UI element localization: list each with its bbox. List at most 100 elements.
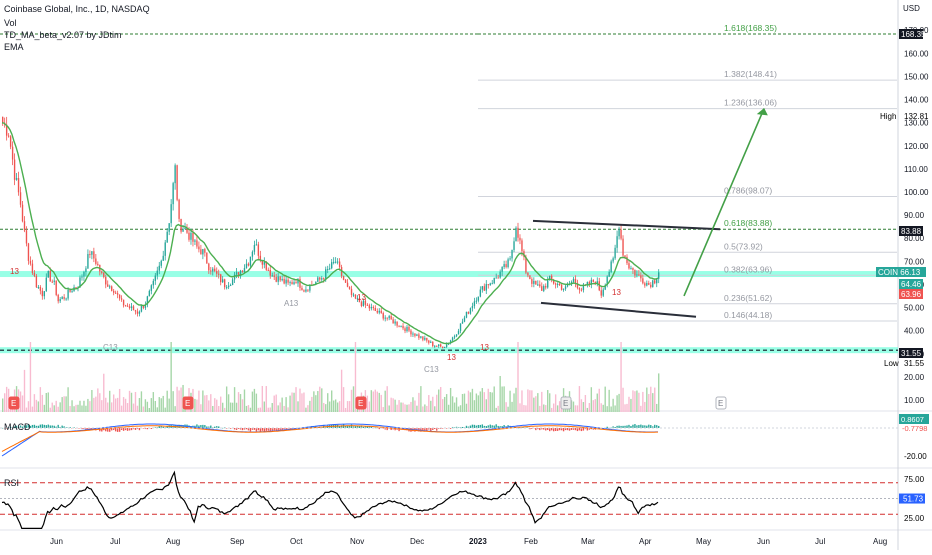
high-label: High [880, 112, 896, 121]
macd-histogram-bar [235, 428, 238, 430]
volume-bar [122, 397, 125, 412]
volume-bar [93, 397, 95, 412]
price-badge-label: 168.35 [901, 30, 926, 39]
macd-histogram-bar [144, 428, 147, 430]
candle [202, 249, 204, 255]
candle [372, 306, 375, 308]
candle [572, 278, 575, 282]
high-value: 132.81 [904, 112, 929, 121]
volume-bar [596, 393, 598, 412]
macd-legend[interactable]: MACD [4, 422, 31, 432]
macd-histogram-bar [45, 425, 47, 428]
candle [273, 275, 275, 278]
candle [218, 273, 220, 275]
candle [402, 325, 404, 329]
candle [600, 290, 602, 296]
volume-bar [317, 391, 319, 412]
channel-upper-line [532, 219, 721, 231]
macd-histogram-bar [366, 426, 369, 428]
volume-bar [372, 391, 375, 412]
macd-histogram-bar [124, 428, 127, 431]
macd-histogram-bar [279, 428, 281, 431]
candle [461, 321, 464, 324]
volume-bar [214, 398, 216, 412]
candle [35, 275, 38, 288]
y-tick-label: 120.00 [904, 142, 929, 151]
macd-histogram-bar [457, 427, 460, 428]
candle [305, 289, 307, 292]
candle [93, 251, 95, 259]
ema-legend[interactable]: EMA [4, 42, 24, 52]
candle [394, 321, 396, 324]
macd-histogram-bar [245, 428, 248, 430]
candle [489, 283, 491, 286]
macd-histogram-bar [111, 428, 113, 431]
macd-histogram-bar [87, 428, 89, 431]
candle [79, 277, 81, 288]
volume-bar [495, 407, 497, 412]
candle [465, 311, 468, 318]
candle [198, 246, 200, 250]
macd-histogram-bar [283, 428, 285, 430]
candle [608, 271, 610, 277]
candle [535, 280, 537, 285]
macd-histogram-bar [634, 424, 636, 428]
volume-bar [257, 407, 260, 412]
volume-bar [531, 390, 533, 412]
indicator-legend[interactable]: TD_MA_beta_v2.07 by JDtim [4, 30, 122, 40]
rsi-legend[interactable]: RSI [4, 478, 20, 488]
candle [120, 298, 123, 300]
macd-histogram-bar [497, 425, 499, 428]
candle [416, 334, 418, 336]
candle [168, 223, 170, 232]
macd-histogram-bar [648, 424, 650, 428]
volume-bar [249, 407, 252, 412]
candle [160, 260, 162, 266]
candle [204, 249, 206, 253]
volume-bar [590, 387, 593, 412]
volume-bar [378, 392, 380, 412]
x-tick-label: 2023 [469, 537, 487, 546]
candle [136, 311, 139, 314]
volume-bar [608, 389, 610, 412]
volume-bar [509, 390, 511, 412]
volume-bar [501, 386, 503, 412]
macd-histogram-bar [390, 428, 392, 431]
macd-histogram-bar [432, 428, 434, 431]
earnings-marker [355, 396, 367, 410]
macd-histogram-bar [237, 428, 240, 429]
macd-histogram-bar [206, 426, 208, 428]
macd-histogram-bar [453, 427, 456, 429]
candle [327, 269, 329, 271]
macd-histogram-bar [465, 425, 468, 428]
volume-bar [114, 398, 117, 412]
candle [243, 268, 246, 273]
rsi-value: 51.73 [903, 495, 924, 504]
earnings-marker [182, 396, 194, 410]
macd-histogram-bar [558, 428, 561, 431]
volume-bar [380, 394, 382, 412]
volume-bar [543, 404, 545, 412]
candle [307, 289, 309, 291]
volume-bar [366, 395, 369, 412]
candle [132, 306, 135, 311]
volume-bar [105, 397, 107, 412]
candle [344, 279, 347, 283]
macd-histogram-bar [269, 428, 271, 432]
candle [618, 229, 620, 237]
candle [216, 271, 218, 274]
volume-bar [578, 386, 581, 412]
macd-histogram-bar [271, 428, 273, 431]
candle [114, 292, 117, 294]
volume-bar [410, 401, 412, 412]
macd-histogram-bar [610, 427, 612, 429]
candle [59, 299, 61, 302]
volume-bar [103, 373, 105, 412]
macd-histogram-bar [364, 426, 367, 428]
volume-bar [271, 403, 273, 412]
macd-histogram-bar [352, 426, 355, 428]
macd-histogram-bar [644, 425, 646, 428]
vol-legend[interactable]: Vol [4, 18, 17, 28]
candle [334, 261, 337, 263]
macd-histogram-bar [368, 426, 371, 428]
